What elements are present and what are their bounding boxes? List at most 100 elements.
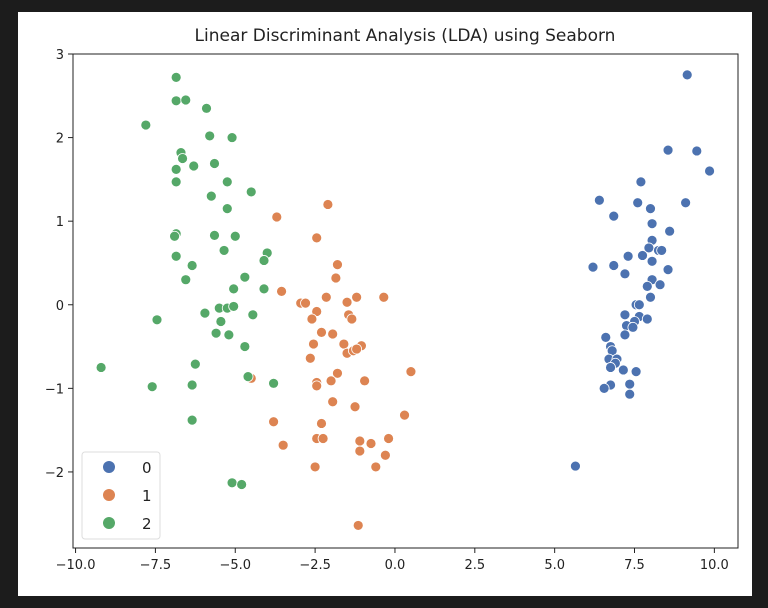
y-tick-label: 0: [56, 299, 64, 314]
point-class-2: [180, 274, 192, 286]
point-class-1: [309, 461, 321, 473]
point-class-1: [330, 272, 342, 284]
legend-box: [81, 451, 161, 540]
point-class-2: [205, 190, 217, 202]
x-tick-label: −5.0: [219, 558, 251, 573]
point-class-1: [383, 433, 394, 444]
point-class-2: [170, 72, 182, 83]
x-tick-label: 7.5: [624, 558, 645, 573]
point-class-0: [619, 268, 631, 280]
point-class-1: [351, 343, 363, 355]
point-class-2: [140, 119, 152, 131]
legend-marker-2: [103, 517, 115, 529]
point-class-2: [236, 479, 248, 490]
x-tick-label: 10.0: [700, 558, 729, 573]
point-class-1: [311, 306, 323, 317]
point-class-2: [95, 362, 107, 373]
point-class-2: [245, 186, 257, 198]
point-class-2: [189, 358, 201, 370]
point-class-1: [338, 338, 350, 350]
point-class-0: [619, 309, 631, 321]
point-class-2: [226, 477, 238, 489]
point-class-0: [608, 260, 620, 271]
point-class-1: [268, 416, 279, 428]
x-tick-label: 0.0: [385, 558, 406, 573]
y-tick-label: 3: [56, 48, 64, 63]
point-class-1: [378, 291, 390, 303]
point-class-2: [247, 309, 259, 321]
point-class-1: [304, 352, 316, 364]
point-class-0: [637, 250, 648, 261]
point-class-2: [223, 329, 235, 341]
point-class-1: [306, 313, 318, 325]
point-class-2: [221, 203, 233, 215]
point-class-1: [341, 296, 353, 308]
point-class-0: [646, 218, 658, 230]
chart-title: Linear Discriminant Analysis (LDA) using…: [195, 26, 616, 46]
point-class-0: [632, 197, 644, 209]
point-class-0: [587, 261, 599, 273]
point-class-1: [349, 401, 361, 413]
point-class-1: [346, 313, 358, 325]
point-class-2: [169, 230, 180, 242]
x-tick-label: −7.5: [140, 558, 172, 573]
point-class-0: [630, 366, 642, 378]
legend-label: 0: [142, 459, 152, 477]
point-class-2: [186, 414, 198, 426]
point-class-1: [300, 297, 311, 309]
point-class-2: [180, 94, 192, 106]
point-class-1: [332, 259, 343, 271]
point-class-2: [239, 341, 251, 352]
point-class-0: [681, 69, 693, 81]
point-class-1: [351, 291, 363, 303]
point-class-0: [641, 280, 653, 292]
point-class-1: [327, 396, 339, 408]
point-class-1: [308, 338, 319, 350]
point-class-2: [209, 158, 220, 169]
point-class-1: [327, 328, 339, 340]
point-class-1: [370, 461, 382, 473]
y-axis: −2 −1 0 1 2 3: [45, 48, 73, 481]
y-tick-label: 2: [56, 132, 64, 147]
point-class-2: [258, 255, 270, 266]
point-class-1: [325, 375, 337, 387]
x-tick-label: −10.0: [56, 558, 96, 573]
y-tick-label: −1: [45, 382, 64, 397]
legend-label: 2: [142, 515, 152, 533]
point-class-1: [311, 380, 323, 392]
point-class-1: [322, 199, 334, 210]
point-class-1: [405, 366, 417, 378]
point-class-2: [146, 381, 158, 393]
point-class-2: [242, 371, 254, 383]
point-class-1: [317, 433, 329, 444]
point-class-0: [605, 362, 616, 373]
point-class-2: [186, 260, 198, 271]
x-tick-label: 2.5: [464, 558, 485, 573]
point-class-2: [204, 130, 216, 142]
legend-marker-0: [103, 461, 115, 473]
point-class-2: [229, 230, 241, 242]
point-class-1: [271, 211, 283, 223]
point-class-0: [619, 329, 631, 341]
point-class-0: [608, 210, 620, 222]
point-class-0: [598, 382, 610, 394]
point-class-2: [258, 283, 270, 295]
scatter-chart: Linear Discriminant Analysis (LDA) using…: [45, 26, 739, 573]
point-class-1: [354, 445, 366, 457]
point-class-0: [635, 176, 647, 188]
point-class-0: [624, 378, 636, 390]
point-class-2: [170, 163, 182, 175]
point-class-2: [199, 307, 211, 319]
point-class-2: [228, 283, 240, 295]
point-class-0: [627, 321, 639, 333]
point-class-1: [332, 367, 343, 379]
point-class-2: [188, 160, 200, 172]
point-class-0: [662, 264, 674, 276]
legend-marker-1: [103, 489, 115, 501]
point-class-0: [600, 331, 612, 343]
point-class-2: [228, 301, 240, 312]
point-class-0: [633, 299, 645, 311]
point-class-0: [622, 250, 634, 262]
point-class-1: [359, 375, 371, 387]
plot-frame: [72, 53, 739, 549]
